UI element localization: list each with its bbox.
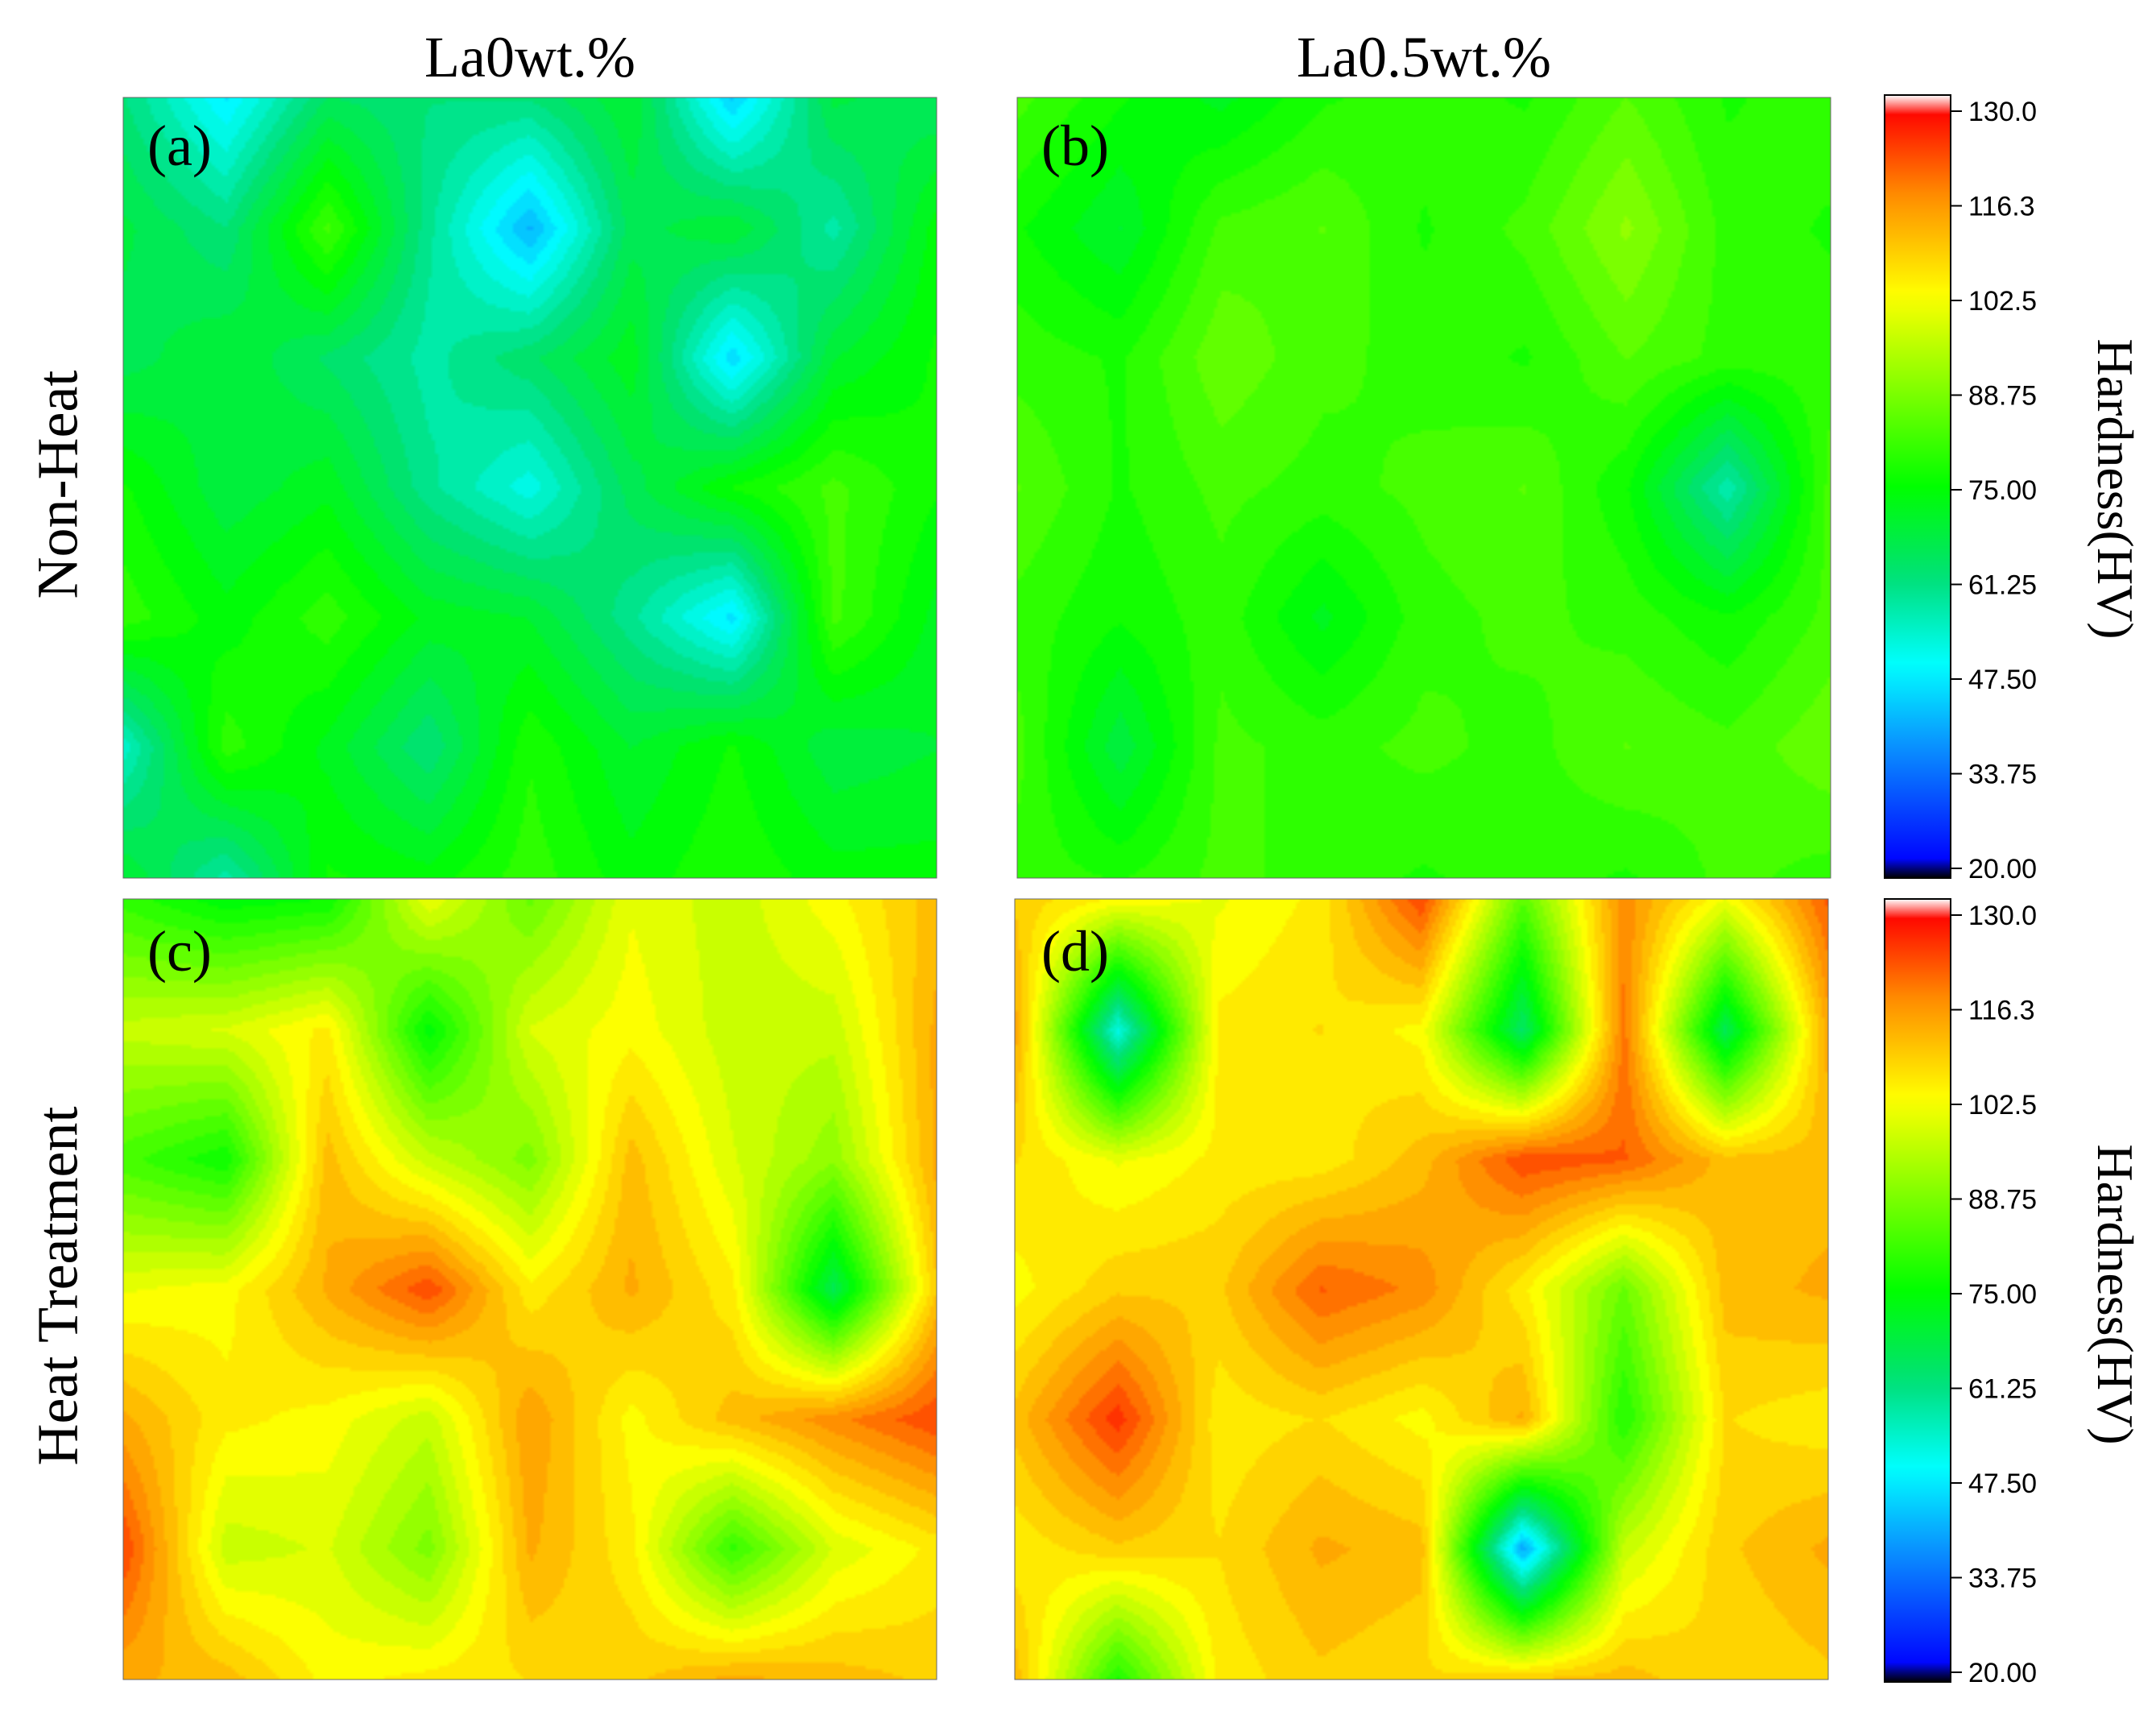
colorbars: 130.0 116.3 102.5 88.75 75.00 61.25 47.50 33.75… [1884, 94, 2037, 1688]
colorbar-label-top: Hardness(HV) [2087, 338, 2144, 640]
colorbar-tick-label: 88.75 [1968, 1185, 2037, 1216]
colorbar-tick-label: 20.00 [1968, 854, 2037, 884]
panel-tag-a: (a) [147, 114, 212, 178]
colorbar-tick-label: 33.75 [1968, 760, 2037, 790]
heatmap-frame [122, 97, 937, 879]
colorbar-tick-label: 75.00 [1968, 475, 2037, 506]
heatmap-c [123, 899, 937, 1680]
colorbar-tick-label: 116.3 [1968, 996, 2035, 1026]
column-title-la0: La0wt.% [424, 25, 635, 89]
heatmap-frame [122, 898, 937, 1680]
column-title-la05: La0.5wt.% [1297, 25, 1551, 89]
heatmap-b [1017, 97, 1831, 878]
colorbar-tick-label: 47.50 [1968, 1468, 2037, 1499]
panel-tag-c: (c) [147, 919, 212, 984]
colorbar-tick-label: 102.5 [1968, 286, 2037, 317]
colorbar-tick-label: 20.00 [1968, 1658, 2037, 1688]
colorbar-tick-label: 61.25 [1968, 1374, 2037, 1405]
heatmap-frame [1014, 898, 1829, 1680]
colorbar-top [1884, 94, 1951, 879]
colorbar-tick-label: 130.0 [1968, 97, 2037, 127]
colorbar-label-bottom: Hardness(HV) [2087, 1144, 2144, 1445]
heatmap-d [1015, 899, 1828, 1680]
panel-tag-b: (b) [1041, 114, 1109, 178]
panel-tag-d: (d) [1041, 919, 1109, 984]
colorbar-bottom [1884, 898, 1951, 1683]
heatmap-frame [1016, 97, 1831, 879]
colorbar-tick-label: 61.25 [1968, 570, 2037, 601]
colorbar-tick-label: 130.0 [1968, 901, 2037, 931]
colorbar-tick-label: 33.75 [1968, 1564, 2037, 1594]
colorbar-tick-label: 116.3 [1968, 192, 2035, 222]
colorbar-tick-label: 75.00 [1968, 1279, 2037, 1310]
colorbar-tick-label: 47.50 [1968, 665, 2037, 695]
row-title-heat-treatment: Heat Treatment [25, 1106, 90, 1466]
heatmap-panels [122, 97, 1831, 1680]
heatmap-a [123, 97, 937, 878]
row-title-non-heat: Non-Heat [25, 370, 90, 599]
colorbar-tick-label: 102.5 [1968, 1090, 2037, 1120]
colorbar-tick-label: 88.75 [1968, 381, 2037, 412]
